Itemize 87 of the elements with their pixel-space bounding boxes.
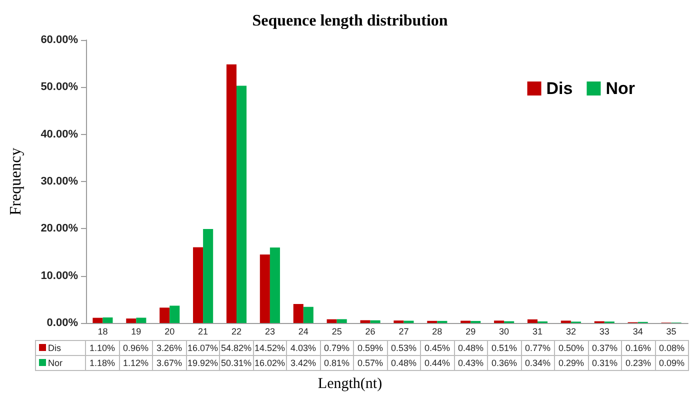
legend-label: Nor xyxy=(606,79,636,98)
x-tick-label: 30 xyxy=(499,326,510,336)
x-axis-title: Length(nt) xyxy=(316,376,384,393)
y-axis-title: Frequency xyxy=(8,148,24,216)
bar xyxy=(226,64,236,323)
x-tick-label: 26 xyxy=(365,326,376,336)
bar xyxy=(260,254,270,323)
bar xyxy=(326,319,337,323)
bar xyxy=(193,247,204,323)
y-tick-label: 20.00% xyxy=(40,222,78,235)
data-label: 3.26% xyxy=(152,340,186,356)
bar xyxy=(360,320,370,323)
x-tick-label: 31 xyxy=(532,326,543,336)
x-tick-label: 28 xyxy=(432,326,442,336)
data-label: 0.29% xyxy=(554,356,588,370)
y-tick-label: 30.00% xyxy=(40,176,78,188)
bar xyxy=(370,320,380,323)
x-tick-label: 20 xyxy=(164,326,175,336)
data-label: 0.81% xyxy=(320,356,354,370)
bar xyxy=(170,306,180,323)
bar xyxy=(126,318,136,323)
bar xyxy=(303,306,314,323)
data-label: 0.16% xyxy=(622,340,655,356)
data-label: 0.57% xyxy=(354,356,387,370)
data-label: 0.59% xyxy=(354,340,387,356)
x-tick-label: 25 xyxy=(332,326,342,336)
data-label: 0.23% xyxy=(622,356,655,370)
data-label: 0.08% xyxy=(655,340,688,356)
data-label: 0.31% xyxy=(588,356,622,370)
data-label: 50.31% xyxy=(220,356,253,370)
data-label: 0.50% xyxy=(554,340,588,356)
data-label: 0.44% xyxy=(420,356,454,370)
bar xyxy=(293,304,304,323)
data-label: 1.10% xyxy=(86,340,119,356)
data-label: 0.51% xyxy=(488,340,521,356)
y-tick-label: 40.00% xyxy=(40,128,78,140)
data-label: 54.82% xyxy=(220,340,253,356)
bar xyxy=(136,318,146,323)
data-label: 0.45% xyxy=(420,340,454,356)
bar xyxy=(160,308,170,323)
text: Nor xyxy=(48,358,63,368)
x-tick-label: 18 xyxy=(98,326,108,336)
data-label: 3.42% xyxy=(286,356,320,370)
x-tick-label: 33 xyxy=(599,326,610,336)
x-tick-label: 23 xyxy=(264,326,275,336)
x-tick-label: 24 xyxy=(298,326,308,336)
y-tick-label: 50.00% xyxy=(40,81,78,94)
data-label: 0.36% xyxy=(488,356,521,370)
bar xyxy=(102,317,113,323)
data-label: 4.03% xyxy=(286,340,320,356)
data-label: 3.67% xyxy=(152,356,186,370)
y-tick-label: 10.00% xyxy=(40,270,78,282)
data-label: 0.48% xyxy=(387,356,420,370)
x-tick-label: 21 xyxy=(198,326,208,336)
data-label: 0.37% xyxy=(588,340,622,356)
bar xyxy=(527,319,538,323)
legend-label: Dis xyxy=(546,79,573,98)
data-label: 0.43% xyxy=(454,356,488,370)
data-label: 16.02% xyxy=(253,356,286,370)
data-label: 16.07% xyxy=(186,340,220,356)
chart-title: Sequence length distribution xyxy=(252,12,448,30)
bar xyxy=(203,229,214,323)
data-label: 14.52% xyxy=(253,340,286,356)
x-tick-label: 35 xyxy=(666,326,676,336)
y-tick-label: 0.00% xyxy=(46,317,78,329)
x-tick-label: 19 xyxy=(131,326,142,336)
data-label: 0.48% xyxy=(454,340,488,356)
x-tick-label: 34 xyxy=(632,326,643,336)
x-tick-label: 27 xyxy=(398,326,409,336)
text: Dis xyxy=(48,343,61,353)
x-tick-label: 32 xyxy=(566,326,576,336)
data-label: 1.12% xyxy=(119,356,152,370)
data-label: 0.79% xyxy=(320,340,354,356)
data-label: 1.18% xyxy=(86,356,119,370)
bar xyxy=(270,247,280,323)
y-tick-label: 60.00% xyxy=(40,34,78,46)
data-label: 0.09% xyxy=(655,356,688,370)
data-label: 0.34% xyxy=(521,356,554,370)
bar xyxy=(92,318,103,323)
data-label: 19.92% xyxy=(186,356,220,370)
data-label: 0.96% xyxy=(119,340,152,356)
bar xyxy=(336,319,347,323)
bar xyxy=(236,86,247,323)
data-label: 0.77% xyxy=(521,340,554,356)
x-tick-label: 29 xyxy=(466,326,476,336)
data-label: 0.53% xyxy=(387,340,420,356)
x-tick-label: 22 xyxy=(231,326,242,336)
